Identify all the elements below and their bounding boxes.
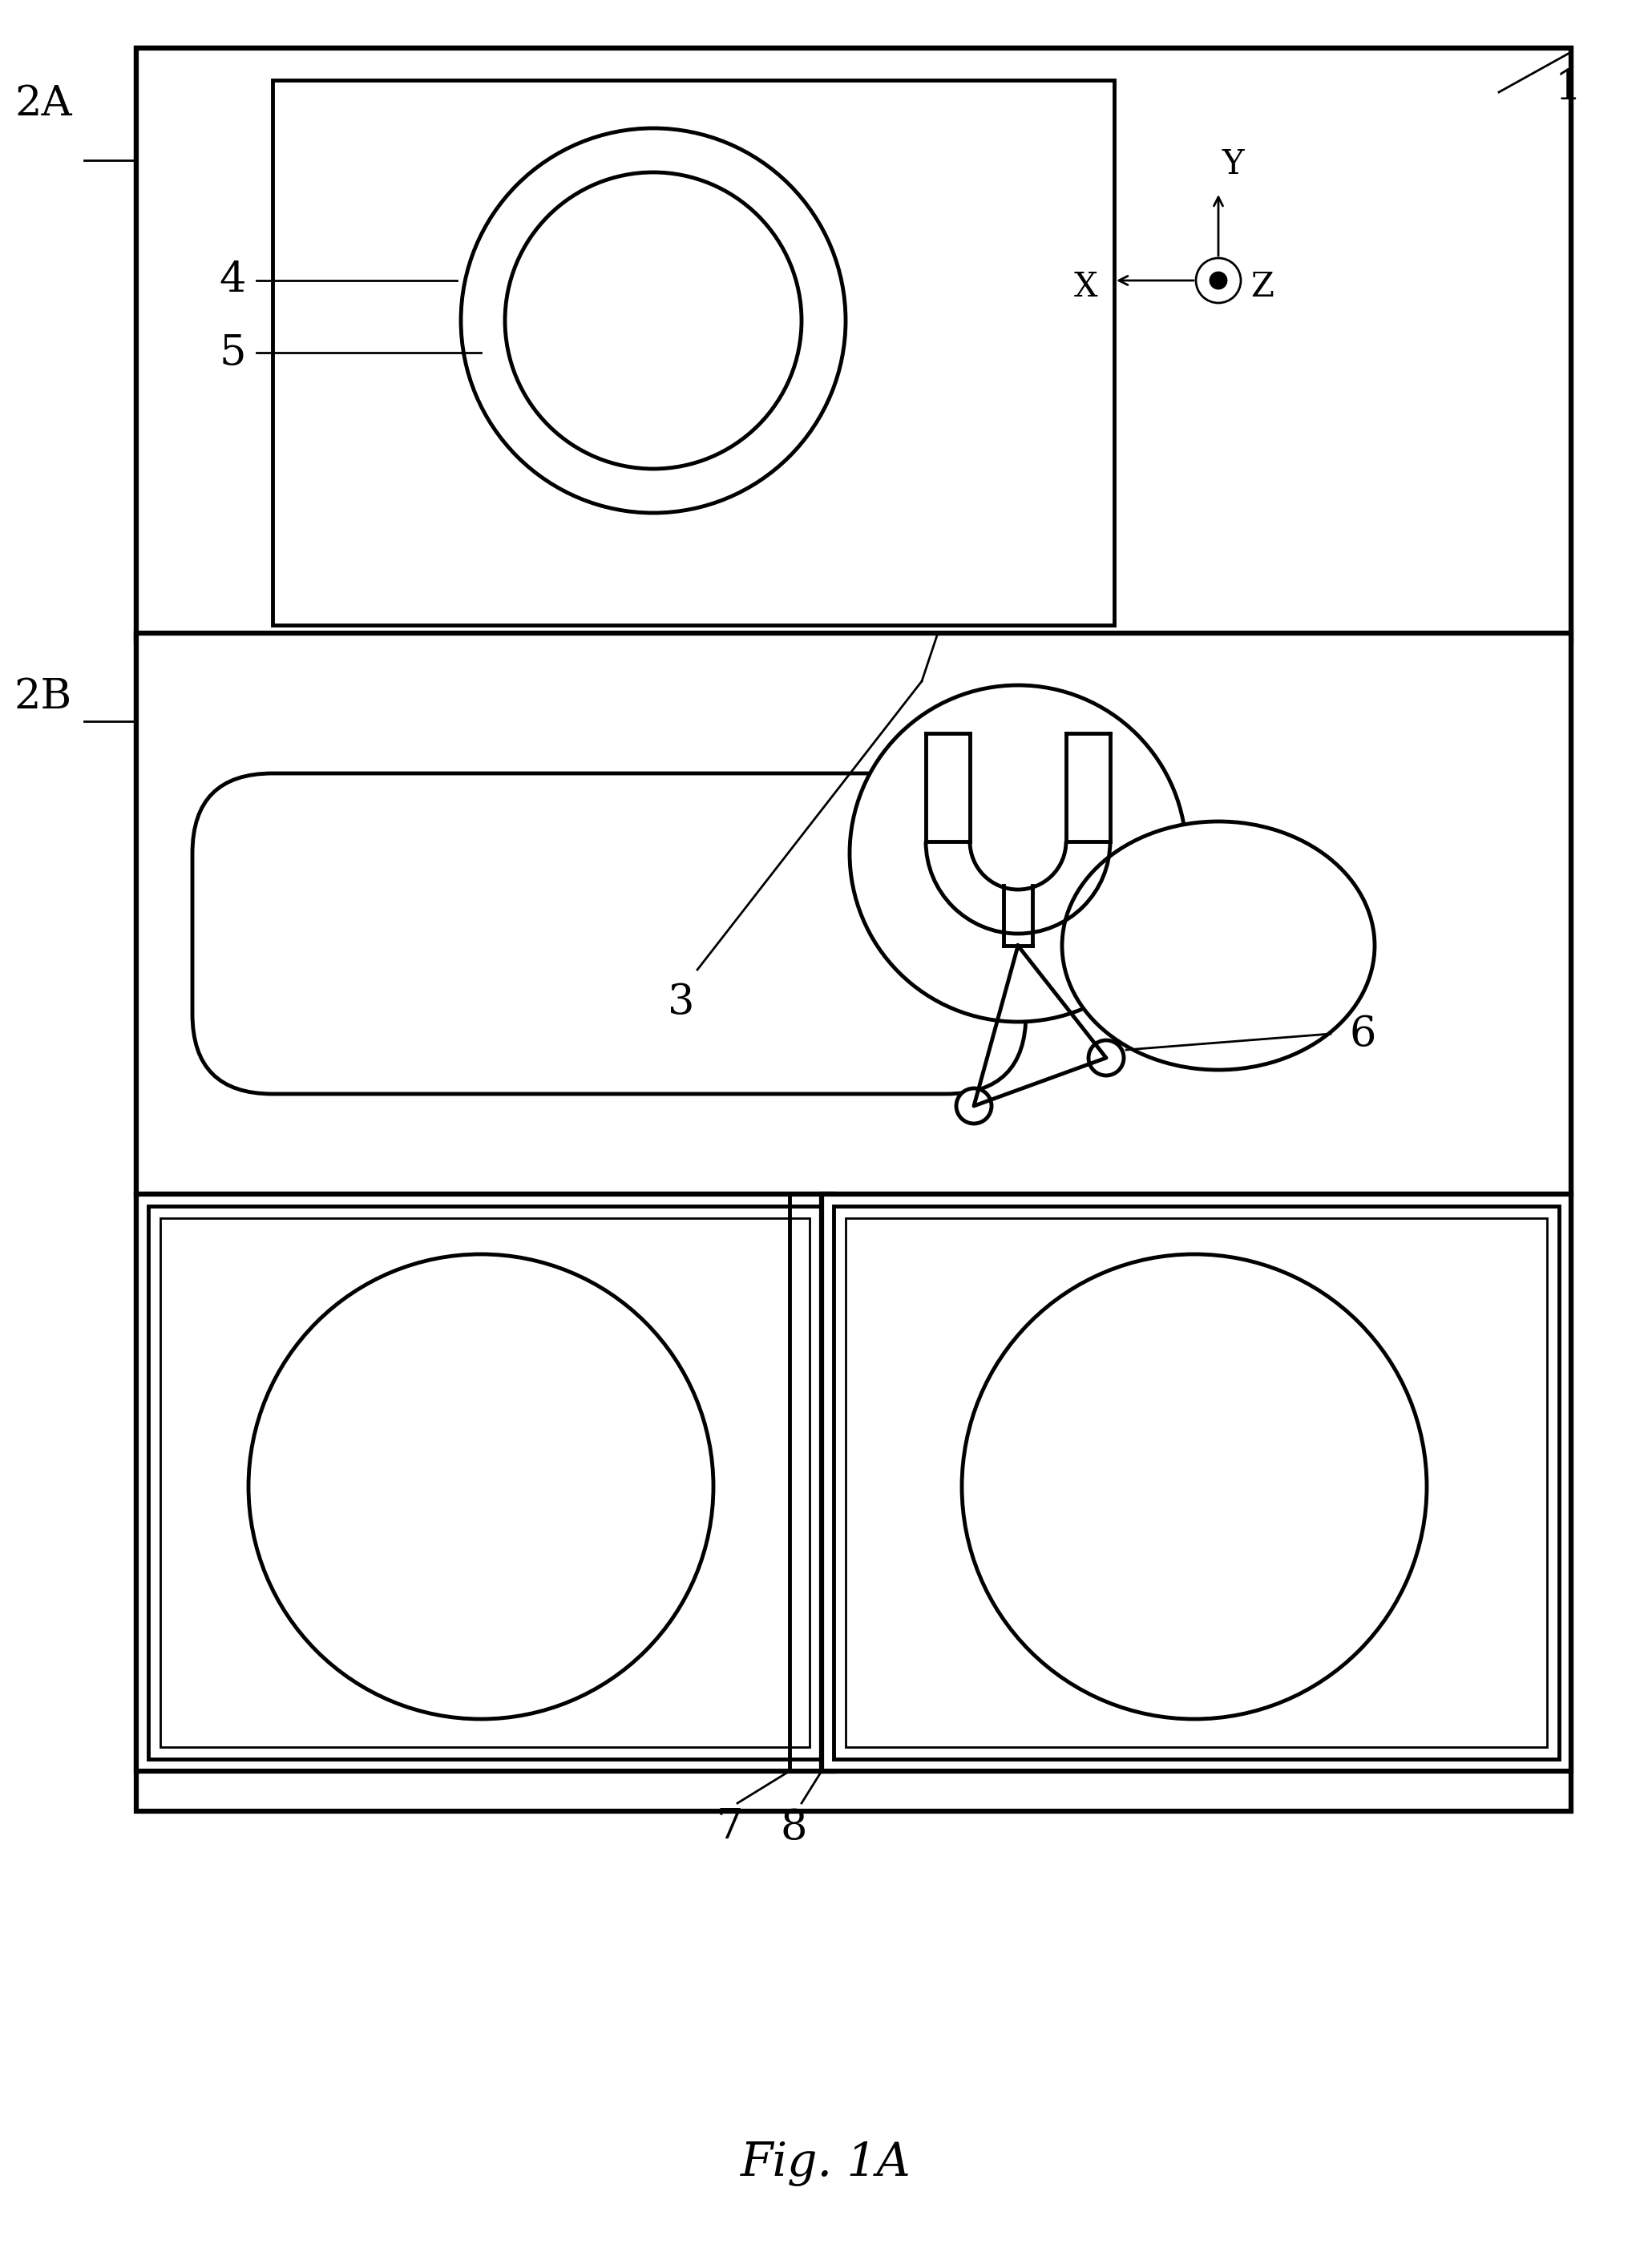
Text: 1: 1	[1555, 68, 1583, 109]
Circle shape	[248, 1254, 714, 1719]
Text: 2A: 2A	[15, 84, 73, 125]
Bar	[834, 1207, 1559, 1760]
Bar	[273, 79, 1113, 626]
Circle shape	[957, 1089, 991, 1123]
Bar	[160, 1218, 809, 1746]
Text: 5: 5	[220, 331, 246, 372]
Text: 8: 8	[780, 1808, 806, 1848]
Text: 7: 7	[715, 1808, 743, 1848]
Text: Z: Z	[1251, 270, 1274, 304]
Text: 3: 3	[667, 982, 695, 1023]
Circle shape	[1089, 1041, 1123, 1075]
Bar	[149, 1207, 821, 1760]
Circle shape	[1196, 259, 1241, 304]
Bar	[135, 1195, 834, 1771]
Bar	[135, 633, 1571, 1195]
Bar	[135, 48, 1571, 642]
Circle shape	[961, 1254, 1427, 1719]
Text: Fig. 1A: Fig. 1A	[740, 2141, 910, 2186]
Text: 2B: 2B	[15, 676, 73, 717]
Ellipse shape	[1062, 821, 1374, 1070]
Text: 6: 6	[1350, 1014, 1376, 1055]
Text: 4: 4	[220, 261, 246, 302]
FancyBboxPatch shape	[192, 773, 1026, 1093]
Circle shape	[1211, 272, 1226, 288]
Bar	[846, 1218, 1546, 1746]
Text: Y: Y	[1222, 147, 1244, 181]
Circle shape	[506, 172, 801, 469]
Bar	[821, 1195, 1571, 1771]
Text: X: X	[1074, 270, 1099, 304]
Circle shape	[849, 685, 1186, 1023]
Bar	[135, 48, 1571, 1812]
Circle shape	[461, 129, 846, 513]
